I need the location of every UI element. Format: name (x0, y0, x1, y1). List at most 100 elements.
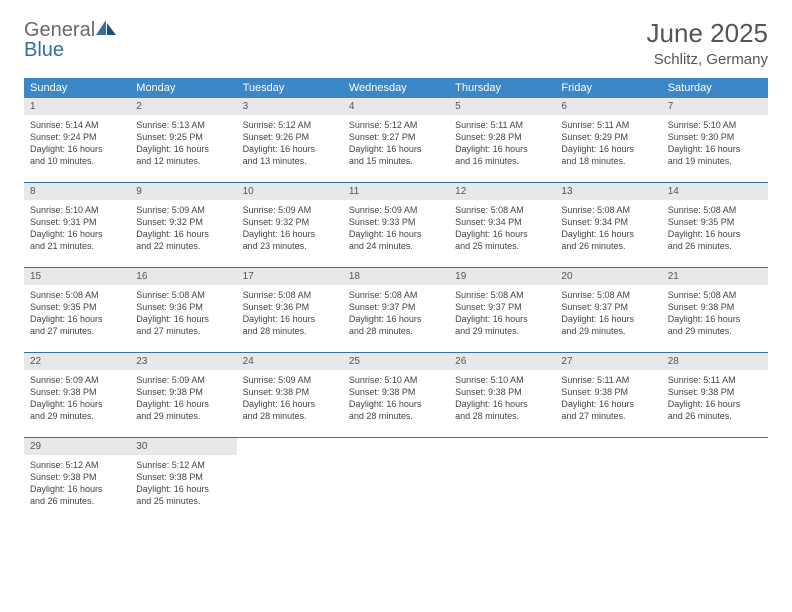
calendar-day-cell: 5Sunrise: 5:11 AMSunset: 9:28 PMDaylight… (449, 98, 555, 182)
calendar-day-cell: 17Sunrise: 5:08 AMSunset: 9:36 PMDayligh… (237, 268, 343, 352)
logo: General Blue (24, 18, 117, 60)
day-content: Sunrise: 5:08 AMSunset: 9:36 PMDaylight:… (237, 285, 343, 344)
day-number: 2 (130, 98, 236, 115)
calendar-day-cell: 8Sunrise: 5:10 AMSunset: 9:31 PMDaylight… (24, 183, 130, 267)
calendar-day-cell: 18Sunrise: 5:08 AMSunset: 9:37 PMDayligh… (343, 268, 449, 352)
day-number: 26 (449, 353, 555, 370)
day-content: Sunrise: 5:10 AMSunset: 9:38 PMDaylight:… (343, 370, 449, 429)
calendar-day-cell: 6Sunrise: 5:11 AMSunset: 9:29 PMDaylight… (555, 98, 661, 182)
weekday-header: Sunday (24, 78, 130, 98)
day-content: Sunrise: 5:13 AMSunset: 9:25 PMDaylight:… (130, 115, 236, 174)
day-number: 16 (130, 268, 236, 285)
weekday-header: Thursday (449, 78, 555, 98)
calendar-day-cell: 30Sunrise: 5:12 AMSunset: 9:38 PMDayligh… (130, 438, 236, 522)
calendar-body: 1Sunrise: 5:14 AMSunset: 9:24 PMDaylight… (24, 98, 768, 522)
day-number: 27 (555, 353, 661, 370)
calendar-day-cell: 12Sunrise: 5:08 AMSunset: 9:34 PMDayligh… (449, 183, 555, 267)
day-content: Sunrise: 5:08 AMSunset: 9:37 PMDaylight:… (555, 285, 661, 344)
day-content: Sunrise: 5:09 AMSunset: 9:32 PMDaylight:… (130, 200, 236, 259)
day-number: 14 (662, 183, 768, 200)
day-number: 7 (662, 98, 768, 115)
day-number: 22 (24, 353, 130, 370)
calendar-day-cell: 19Sunrise: 5:08 AMSunset: 9:37 PMDayligh… (449, 268, 555, 352)
day-number: 24 (237, 353, 343, 370)
day-number: 5 (449, 98, 555, 115)
day-number: 21 (662, 268, 768, 285)
calendar-day-cell: 13Sunrise: 5:08 AMSunset: 9:34 PMDayligh… (555, 183, 661, 267)
calendar-day-cell: 4Sunrise: 5:12 AMSunset: 9:27 PMDaylight… (343, 98, 449, 182)
calendar-week-row: 29Sunrise: 5:12 AMSunset: 9:38 PMDayligh… (24, 438, 768, 522)
weekday-header: Wednesday (343, 78, 449, 98)
calendar-day-cell: 21Sunrise: 5:08 AMSunset: 9:38 PMDayligh… (662, 268, 768, 352)
day-number: 28 (662, 353, 768, 370)
day-content: Sunrise: 5:10 AMSunset: 9:38 PMDaylight:… (449, 370, 555, 429)
day-content: Sunrise: 5:08 AMSunset: 9:35 PMDaylight:… (662, 200, 768, 259)
day-number: 8 (24, 183, 130, 200)
calendar-week-row: 22Sunrise: 5:09 AMSunset: 9:38 PMDayligh… (24, 353, 768, 438)
day-number: 17 (237, 268, 343, 285)
day-number: 23 (130, 353, 236, 370)
day-content: Sunrise: 5:09 AMSunset: 9:33 PMDaylight:… (343, 200, 449, 259)
day-content: Sunrise: 5:10 AMSunset: 9:31 PMDaylight:… (24, 200, 130, 259)
day-content: Sunrise: 5:08 AMSunset: 9:36 PMDaylight:… (130, 285, 236, 344)
day-content: Sunrise: 5:09 AMSunset: 9:38 PMDaylight:… (130, 370, 236, 429)
day-number: 13 (555, 183, 661, 200)
day-content: Sunrise: 5:11 AMSunset: 9:28 PMDaylight:… (449, 115, 555, 174)
day-content: Sunrise: 5:14 AMSunset: 9:24 PMDaylight:… (24, 115, 130, 174)
calendar-day-cell: 14Sunrise: 5:08 AMSunset: 9:35 PMDayligh… (662, 183, 768, 267)
day-content: Sunrise: 5:08 AMSunset: 9:38 PMDaylight:… (662, 285, 768, 344)
calendar-day-cell: 27Sunrise: 5:11 AMSunset: 9:38 PMDayligh… (555, 353, 661, 437)
title-month: June 2025 (647, 18, 768, 49)
calendar-empty-cell (237, 438, 343, 522)
calendar-day-cell: 1Sunrise: 5:14 AMSunset: 9:24 PMDaylight… (24, 98, 130, 182)
day-number: 20 (555, 268, 661, 285)
title-block: June 2025 Schlitz, Germany (647, 18, 768, 68)
day-content: Sunrise: 5:08 AMSunset: 9:34 PMDaylight:… (449, 200, 555, 259)
weekday-header: Monday (130, 78, 236, 98)
calendar-day-cell: 15Sunrise: 5:08 AMSunset: 9:35 PMDayligh… (24, 268, 130, 352)
day-content: Sunrise: 5:08 AMSunset: 9:37 PMDaylight:… (449, 285, 555, 344)
day-number: 1 (24, 98, 130, 115)
calendar-day-cell: 2Sunrise: 5:13 AMSunset: 9:25 PMDaylight… (130, 98, 236, 182)
logo-word-2: Blue (24, 39, 64, 61)
calendar-day-cell: 22Sunrise: 5:09 AMSunset: 9:38 PMDayligh… (24, 353, 130, 437)
day-number: 12 (449, 183, 555, 200)
logo-text: General Blue (24, 18, 117, 60)
calendar-day-cell: 29Sunrise: 5:12 AMSunset: 9:38 PMDayligh… (24, 438, 130, 522)
logo-word-1: General (24, 19, 95, 41)
calendar-day-cell: 28Sunrise: 5:11 AMSunset: 9:38 PMDayligh… (662, 353, 768, 437)
weekday-header: Tuesday (237, 78, 343, 98)
day-number: 10 (237, 183, 343, 200)
day-number: 19 (449, 268, 555, 285)
calendar-day-cell: 10Sunrise: 5:09 AMSunset: 9:32 PMDayligh… (237, 183, 343, 267)
day-content: Sunrise: 5:12 AMSunset: 9:26 PMDaylight:… (237, 115, 343, 174)
day-number: 15 (24, 268, 130, 285)
weekday-header-row: SundayMondayTuesdayWednesdayThursdayFrid… (24, 78, 768, 98)
day-content: Sunrise: 5:12 AMSunset: 9:38 PMDaylight:… (130, 455, 236, 514)
day-content: Sunrise: 5:09 AMSunset: 9:38 PMDaylight:… (237, 370, 343, 429)
calendar-empty-cell (449, 438, 555, 522)
day-content: Sunrise: 5:08 AMSunset: 9:35 PMDaylight:… (24, 285, 130, 344)
day-content: Sunrise: 5:12 AMSunset: 9:38 PMDaylight:… (24, 455, 130, 514)
day-content: Sunrise: 5:09 AMSunset: 9:32 PMDaylight:… (237, 200, 343, 259)
calendar-day-cell: 25Sunrise: 5:10 AMSunset: 9:38 PMDayligh… (343, 353, 449, 437)
calendar-empty-cell (662, 438, 768, 522)
day-number: 29 (24, 438, 130, 455)
day-number: 25 (343, 353, 449, 370)
calendar-day-cell: 24Sunrise: 5:09 AMSunset: 9:38 PMDayligh… (237, 353, 343, 437)
calendar-day-cell: 3Sunrise: 5:12 AMSunset: 9:26 PMDaylight… (237, 98, 343, 182)
calendar-week-row: 15Sunrise: 5:08 AMSunset: 9:35 PMDayligh… (24, 268, 768, 353)
calendar-day-cell: 20Sunrise: 5:08 AMSunset: 9:37 PMDayligh… (555, 268, 661, 352)
header: General Blue June 2025 Schlitz, Germany (24, 18, 768, 68)
day-content: Sunrise: 5:09 AMSunset: 9:38 PMDaylight:… (24, 370, 130, 429)
calendar-empty-cell (555, 438, 661, 522)
day-content: Sunrise: 5:11 AMSunset: 9:38 PMDaylight:… (662, 370, 768, 429)
page: General Blue June 2025 Schlitz, Germany … (0, 0, 792, 540)
day-number: 9 (130, 183, 236, 200)
day-content: Sunrise: 5:08 AMSunset: 9:34 PMDaylight:… (555, 200, 661, 259)
day-number: 18 (343, 268, 449, 285)
calendar-week-row: 1Sunrise: 5:14 AMSunset: 9:24 PMDaylight… (24, 98, 768, 183)
day-content: Sunrise: 5:10 AMSunset: 9:30 PMDaylight:… (662, 115, 768, 174)
calendar-day-cell: 16Sunrise: 5:08 AMSunset: 9:36 PMDayligh… (130, 268, 236, 352)
day-number: 6 (555, 98, 661, 115)
